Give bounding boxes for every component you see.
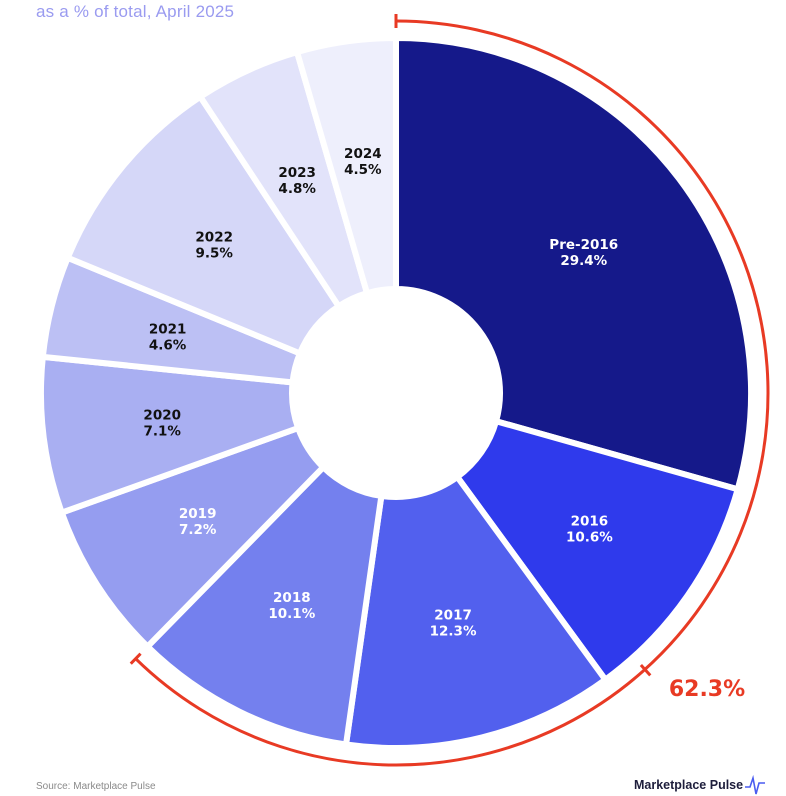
slice-value: 29.4% (560, 253, 607, 269)
slice-label-2023: 2023 4.8% (278, 165, 316, 197)
slices-group (38, 34, 754, 751)
slice-category: 2021 (149, 322, 187, 338)
slice-2024 (293, 34, 399, 297)
slice-label-2020: 2020 7.1% (143, 407, 181, 439)
slice-label-2019: 2019 7.2% (179, 506, 217, 538)
slice-2019 (57, 424, 328, 651)
highlight-arc (134, 19, 770, 767)
source-note: Source: Marketplace Pulse (36, 781, 156, 792)
slice-category: 2019 (179, 506, 217, 522)
slice-value: 9.5% (195, 245, 233, 261)
slice-2022 (63, 92, 343, 358)
slice-value: 12.3% (430, 623, 477, 639)
pulse-icon (745, 774, 766, 795)
slice-2018 (143, 463, 385, 748)
slice-value: 4.5% (344, 162, 382, 178)
slice-value: 10.6% (566, 529, 613, 545)
slice-2017 (342, 472, 610, 751)
slice-label-2022: 2022 9.5% (195, 229, 233, 261)
slice-value: 4.8% (278, 181, 316, 197)
slice-2020 (38, 353, 302, 517)
brand-name: Marketplace Pulse (634, 778, 744, 792)
highlight-total-label: 62.3% (669, 677, 745, 702)
slice-category: 2023 (278, 165, 316, 181)
slice-2016 (453, 417, 742, 684)
slice-category: 2018 (273, 590, 311, 606)
slice-value: 7.2% (179, 522, 217, 538)
slice-value: 4.6% (149, 338, 187, 354)
highlight-bracket-group: 62.3% (129, 14, 770, 767)
slice-labels-group: Pre-2016 29.4% 2016 10.6% 2017 12.3% 2018 10.1%… (143, 146, 618, 640)
slice-category: 2024 (344, 146, 382, 162)
chart-subtitle: as a % of total, April 2025 (36, 2, 235, 21)
highlight-tick (639, 663, 652, 677)
slice-category: Pre-2016 (549, 237, 618, 253)
slice-pre-2016 (393, 34, 754, 493)
slice-label-2018: 2018 10.1% (268, 590, 315, 622)
slice-label-pre-2016: Pre-2016 29.4% (549, 237, 618, 269)
brand-logo: Marketplace Pulse (634, 774, 766, 796)
slice-label-2016: 2016 10.6% (566, 513, 613, 545)
highlight-cap-end (129, 652, 142, 665)
slice-label-2021: 2021 4.6% (149, 322, 187, 354)
slice-category: 2020 (143, 407, 181, 423)
slice-label-2017: 2017 12.3% (430, 607, 477, 639)
slice-label-2024: 2024 4.5% (344, 146, 382, 178)
slice-category: 2016 (571, 513, 609, 529)
slice-value: 10.1% (268, 606, 315, 622)
slice-category: 2022 (195, 229, 233, 245)
slice-category: 2017 (434, 607, 472, 623)
slice-value: 7.1% (143, 423, 181, 439)
